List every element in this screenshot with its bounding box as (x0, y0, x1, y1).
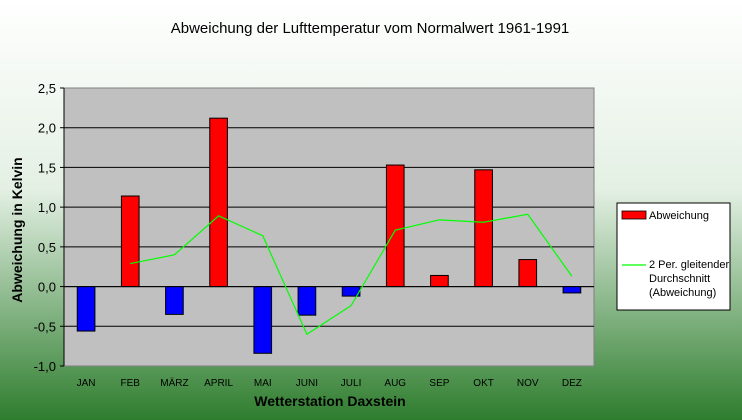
bar-märz (165, 286, 184, 315)
x-tick-label: JUNI (296, 378, 318, 389)
y-tick-label: 0,0 (38, 280, 56, 295)
legend-label-bar: Abweichung (649, 210, 709, 222)
bar-juni (297, 286, 317, 316)
y-tick-label: -1,0 (34, 359, 56, 374)
bar-jan (76, 286, 96, 332)
x-tick-label: MAI (254, 378, 272, 389)
x-tick-label: FEB (121, 378, 141, 389)
x-tick-labels: JAN FEB MÄRZ APRIL MAI JUNI JULI AUG SEP OKT NOV DE… (77, 377, 582, 389)
y-tick-label: 0,5 (38, 240, 56, 255)
bar-series (64, 117, 594, 354)
x-tick-label: SEP (429, 378, 449, 389)
legend-box (616, 202, 731, 311)
y-tick-label: -0,5 (34, 319, 56, 334)
legend-label-line-2: Durchschnitt (649, 273, 710, 285)
x-tick-label: AUG (384, 378, 406, 389)
bar-feb (120, 195, 140, 288)
legend-label-line-3: (Abweichung) (649, 287, 716, 299)
bar-dez (562, 286, 582, 294)
y-tick-labels: -1,0 -0,5 0,0 0,5 1,0 1,5 2,0 2,5 (34, 81, 65, 374)
y-axis-label: Abweichung in Kelvin (9, 157, 25, 302)
chart-title: Abweichung der Lufttemperatur vom Normal… (171, 20, 570, 37)
bar-okt (474, 169, 493, 288)
moving-average-line (130, 213, 573, 336)
x-tick-label: APRIL (204, 378, 233, 389)
bar-april (209, 117, 228, 288)
plot-area (63, 87, 595, 367)
y-tick-label: 2,0 (38, 121, 56, 136)
bar-aug (385, 164, 405, 288)
x-tick-label: NOV (517, 378, 539, 389)
legend-label-line-1: 2 Per. gleitender (649, 259, 729, 271)
x-tick-label: MÄRZ (160, 377, 188, 389)
bar-nov (518, 259, 538, 288)
x-tick-label: JAN (77, 378, 96, 389)
bar-mai (253, 286, 273, 354)
y-tick-label: 1,0 (38, 200, 56, 215)
x-tick-label: JULI (341, 378, 362, 389)
legend-swatch-bar (621, 210, 647, 220)
bar-sep (430, 274, 449, 288)
x-tick-label: DEZ (562, 378, 582, 389)
y-tick-label: 2,5 (38, 81, 56, 96)
x-axis-label: Wetterstation Daxstein (254, 393, 405, 409)
line-series (130, 213, 573, 336)
legend: Abweichung 2 Per. gleitender Durchschnit… (616, 202, 731, 311)
y-tick-label: 1,5 (38, 160, 56, 175)
x-tick-label: OKT (473, 378, 494, 389)
